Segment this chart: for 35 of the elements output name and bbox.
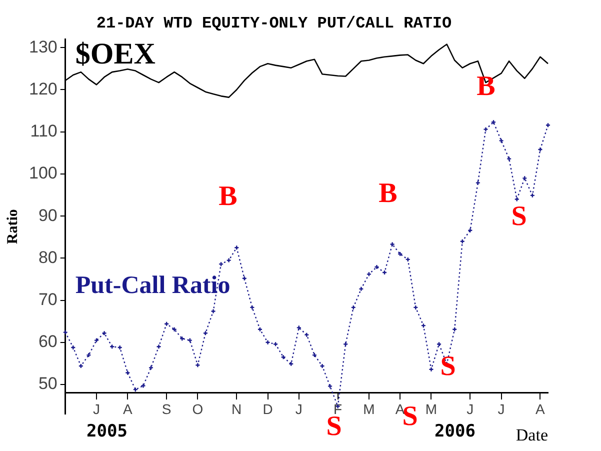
y-axis-title: Ratio <box>4 209 21 244</box>
annotation: B <box>476 71 496 102</box>
x-tick-label: D <box>262 401 273 418</box>
annotation: B <box>378 178 398 210</box>
annotation: B <box>218 181 238 212</box>
y-tick-label: 50 <box>38 374 58 394</box>
x-tick-label: M <box>363 401 375 418</box>
x-tick-label: J <box>295 401 302 418</box>
x-tick-label: O <box>192 401 204 418</box>
x-tick-label: J <box>93 401 100 418</box>
x-tick-label: S <box>162 401 172 418</box>
x-tick-label: M <box>425 401 438 418</box>
y-tick-label: 90 <box>38 206 58 225</box>
x-tick-label: F <box>334 401 342 418</box>
y-tick-label: 120 <box>28 79 58 98</box>
x-tick-label: J <box>498 401 505 418</box>
series-label: Put-Call Ratio <box>75 272 230 300</box>
x-tick-label: J <box>466 401 474 418</box>
x-axis-title: Date <box>516 425 548 444</box>
annotation: S <box>440 351 456 382</box>
annotation: S <box>511 201 527 232</box>
series-label: $OEX <box>75 37 156 70</box>
x-tick-label: A <box>395 401 406 418</box>
y-tick-label: 110 <box>30 122 58 141</box>
x-tick-label: N <box>232 401 242 418</box>
text: 2006 <box>434 421 476 442</box>
y-tick-label: 70 <box>38 290 58 309</box>
y-tick-label: 130 <box>28 37 58 56</box>
y-tick-label: 100 <box>28 164 58 183</box>
x-tick-label: A <box>536 401 546 418</box>
x-tick-label: A <box>122 401 133 418</box>
y-tick-label: 60 <box>38 332 58 352</box>
chart-title: 21-DAY WTD EQUITY-ONLY PUT/CALL RATIO <box>96 14 452 33</box>
text: 2005 <box>86 421 128 442</box>
y-tick-label: 80 <box>38 248 58 267</box>
